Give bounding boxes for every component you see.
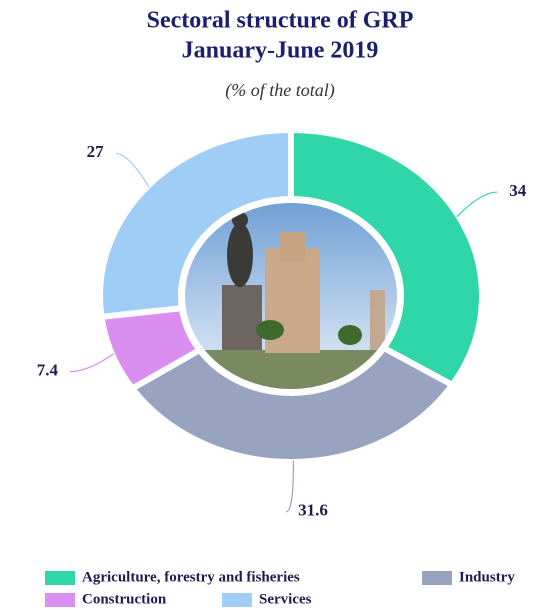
legend-label: Services (259, 591, 312, 607)
chart-subtitle: January-June 2019 (182, 38, 379, 64)
data-label: 7.4 (37, 361, 59, 380)
leader-line (285, 460, 294, 513)
data-label: 27 (87, 142, 105, 161)
leader-line (70, 353, 115, 373)
donut (97, 126, 485, 465)
slice (288, 126, 485, 389)
legend-swatch (45, 593, 75, 607)
leader-line (115, 152, 150, 188)
legend-label: Agriculture, forestry and fisheries (82, 569, 300, 585)
legend-swatch (45, 571, 75, 585)
data-label: 34 (509, 181, 527, 200)
legend-label: Industry (459, 569, 515, 585)
unit-note: (% of the total) (225, 80, 334, 101)
slice (127, 344, 457, 465)
legend-swatch (222, 593, 252, 607)
slice (97, 126, 294, 321)
legend-swatch (422, 571, 452, 585)
legend-label: Construction (82, 591, 167, 607)
chart-title: Sectoral structure of GRP (147, 8, 414, 34)
leader-line (456, 191, 498, 218)
data-label: 31.6 (298, 501, 328, 520)
